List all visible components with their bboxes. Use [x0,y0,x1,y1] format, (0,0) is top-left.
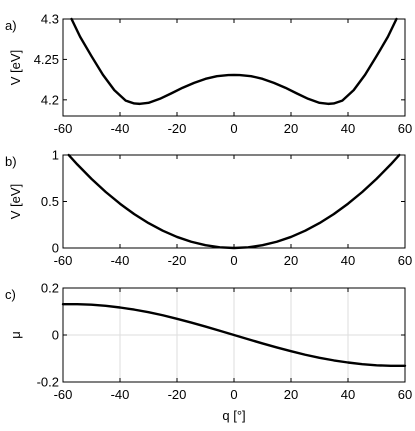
panel-3-label: c) [5,287,16,302]
panel-1-ytick-label: 4.25 [34,52,59,67]
panel-2-xtick-label: 0 [230,253,237,268]
panel-1-axes-frame [62,18,406,117]
panel-1-xtick-label: 60 [398,121,412,136]
panel-1-label: a) [5,18,17,33]
panel-3-xtick-label: 60 [398,387,412,402]
panel-1-xtick-label: 40 [341,121,355,136]
panel-3-xtick-label: -40 [111,387,130,402]
panel-3-xtick-label: -60 [54,387,73,402]
panel-1-y-axis-label: V [eV] [8,50,23,85]
panel-2-xtick-label: -60 [54,253,73,268]
panel-3-y-axis-label: μ [8,331,23,339]
panel-2-axes-frame [62,154,406,249]
panel-2-series-line-0 [67,153,401,250]
panel-3-xtick-label: 20 [284,387,298,402]
panel-2-xtick-label: -20 [168,253,187,268]
panel-1-ytick-label: 4.2 [41,92,59,107]
panel-2-ytick-label: 1 [52,148,59,163]
panel-2-xtick-label: -40 [111,253,130,268]
panel-3-xtick-label: 0 [230,387,237,402]
panel-3-xtick-label: 40 [341,387,355,402]
panel-3-ytick-label: 0.2 [41,281,59,296]
panel-1-xtick-label: -40 [111,121,130,136]
panel-2-label: b) [5,154,17,169]
panel-2-xtick-label: 40 [341,253,355,268]
panel-2-ytick-label: 0 [52,241,59,256]
panel-3-xtick-label: -20 [168,387,187,402]
panel-1-series-line-0 [70,17,398,106]
panel-3-ytick-label: 0 [52,328,59,343]
panel-3-series-line-0 [61,303,407,367]
panel-2-xtick-label: 60 [398,253,412,268]
panel-2-ytick-label: 0.5 [41,194,59,209]
panel-1-xtick-label: 20 [284,121,298,136]
panel-3-ytick-label: -0.2 [37,375,59,390]
panel-3-x-axis-label: q [°] [222,408,245,423]
panel-1-xtick-label: 0 [230,121,237,136]
panel-1-ytick-label: 4.3 [41,12,59,27]
panel-2-xtick-label: 20 [284,253,298,268]
panel-1-xtick-label: -60 [54,121,73,136]
panel-1-xtick-label: -20 [168,121,187,136]
panel-2-y-axis-label: V [eV] [8,184,23,219]
